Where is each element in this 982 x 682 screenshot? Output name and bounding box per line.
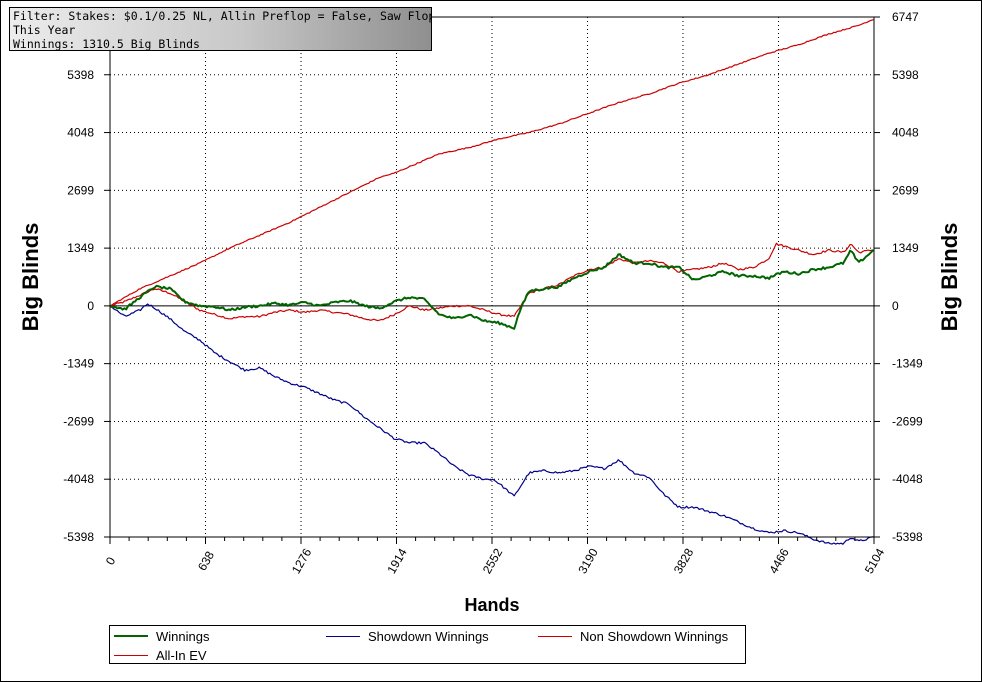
x-tick-label: 3190 [575, 546, 601, 576]
legend-label-non-showdown-winnings: Non Showdown Winnings [580, 628, 729, 644]
y-left-tick-label: 5398 [67, 68, 94, 82]
y-right-tick-label: -1349 [892, 357, 923, 371]
legend-swatch-showdown-winnings [326, 635, 360, 637]
y-axis-title-left: Big Blinds [18, 223, 43, 332]
y-right-tick-label: 0 [892, 299, 899, 313]
y-right-tick-label: 4048 [892, 126, 919, 140]
y-left-tick-label: -2699 [63, 414, 94, 428]
x-tick-label: 3828 [671, 546, 697, 576]
y-right-tick-label: -2699 [892, 414, 923, 428]
legend-item-non-showdown-winnings: Non Showdown Winnings [538, 627, 728, 645]
y-left-tick-label: 2699 [67, 183, 94, 197]
x-tick-label: 0 [103, 554, 119, 567]
series-line-winnings [109, 249, 875, 330]
x-tick-label: 1276 [289, 546, 315, 576]
legend-swatch-winnings [114, 635, 148, 637]
legend-item-all-in-ev: All-In EV [114, 646, 207, 664]
legend-label-winnings: Winnings [156, 628, 210, 644]
filter-info-box: Filter: Stakes: $0.1/0.25 NL, Allin Pref… [9, 7, 432, 51]
legend-label-showdown-winnings: Showdown Winnings [368, 628, 489, 644]
x-axis-title: Hands [464, 595, 519, 615]
axis-ticks: 0 638 1276 1914 2552 3190 3828 4466 5104 5398 4048… [63, 10, 923, 576]
y-left-tick-label: 1349 [67, 241, 94, 255]
x-tick-label: 1914 [384, 546, 410, 576]
series-lines [109, 19, 875, 545]
winnings-summary-text: Winnings: 1310.5 Big Blinds [13, 37, 200, 51]
y-right-tick-label: -5398 [892, 530, 923, 544]
chart-legend: Winnings Showdown Winnings Non Showdown … [109, 625, 746, 664]
legend-item-winnings: Winnings [114, 627, 209, 645]
y-right-tick-label: 1349 [892, 241, 919, 255]
x-tick-label: 2552 [480, 546, 506, 576]
series-line-non-showdown-winnings [109, 242, 874, 322]
period-text: This Year [13, 23, 76, 37]
legend-swatch-non-showdown-winnings [538, 635, 572, 637]
x-tick-label: 5104 [862, 546, 888, 576]
y-right-tick-label: 2699 [892, 183, 919, 197]
filter-text: Filter: Stakes: $0.1/0.25 NL, Allin Pref… [13, 9, 431, 23]
y-left-tick-label: -5398 [63, 530, 94, 544]
y-left-tick-label: 0 [87, 299, 94, 313]
y-right-tick-label: 5398 [892, 68, 919, 82]
legend-label-all-in-ev: All-In EV [156, 647, 207, 663]
y-left-tick-label: -4048 [63, 472, 94, 486]
series-line-showdown-winnings [109, 303, 874, 545]
y-right-tick-label: -4048 [892, 472, 923, 486]
y-right-tick-label: 6747 [892, 10, 919, 24]
legend-swatch-all-in-ev [114, 654, 148, 656]
x-tick-label: 638 [195, 549, 217, 574]
x-tick-label: 4466 [766, 546, 792, 576]
y-axis-title-right: Big Blinds [937, 223, 962, 332]
y-left-tick-label: -1349 [63, 357, 94, 371]
series-line-all-in-ev [109, 19, 874, 307]
y-left-tick-label: 4048 [67, 126, 94, 140]
legend-item-showdown-winnings: Showdown Winnings [326, 627, 489, 645]
